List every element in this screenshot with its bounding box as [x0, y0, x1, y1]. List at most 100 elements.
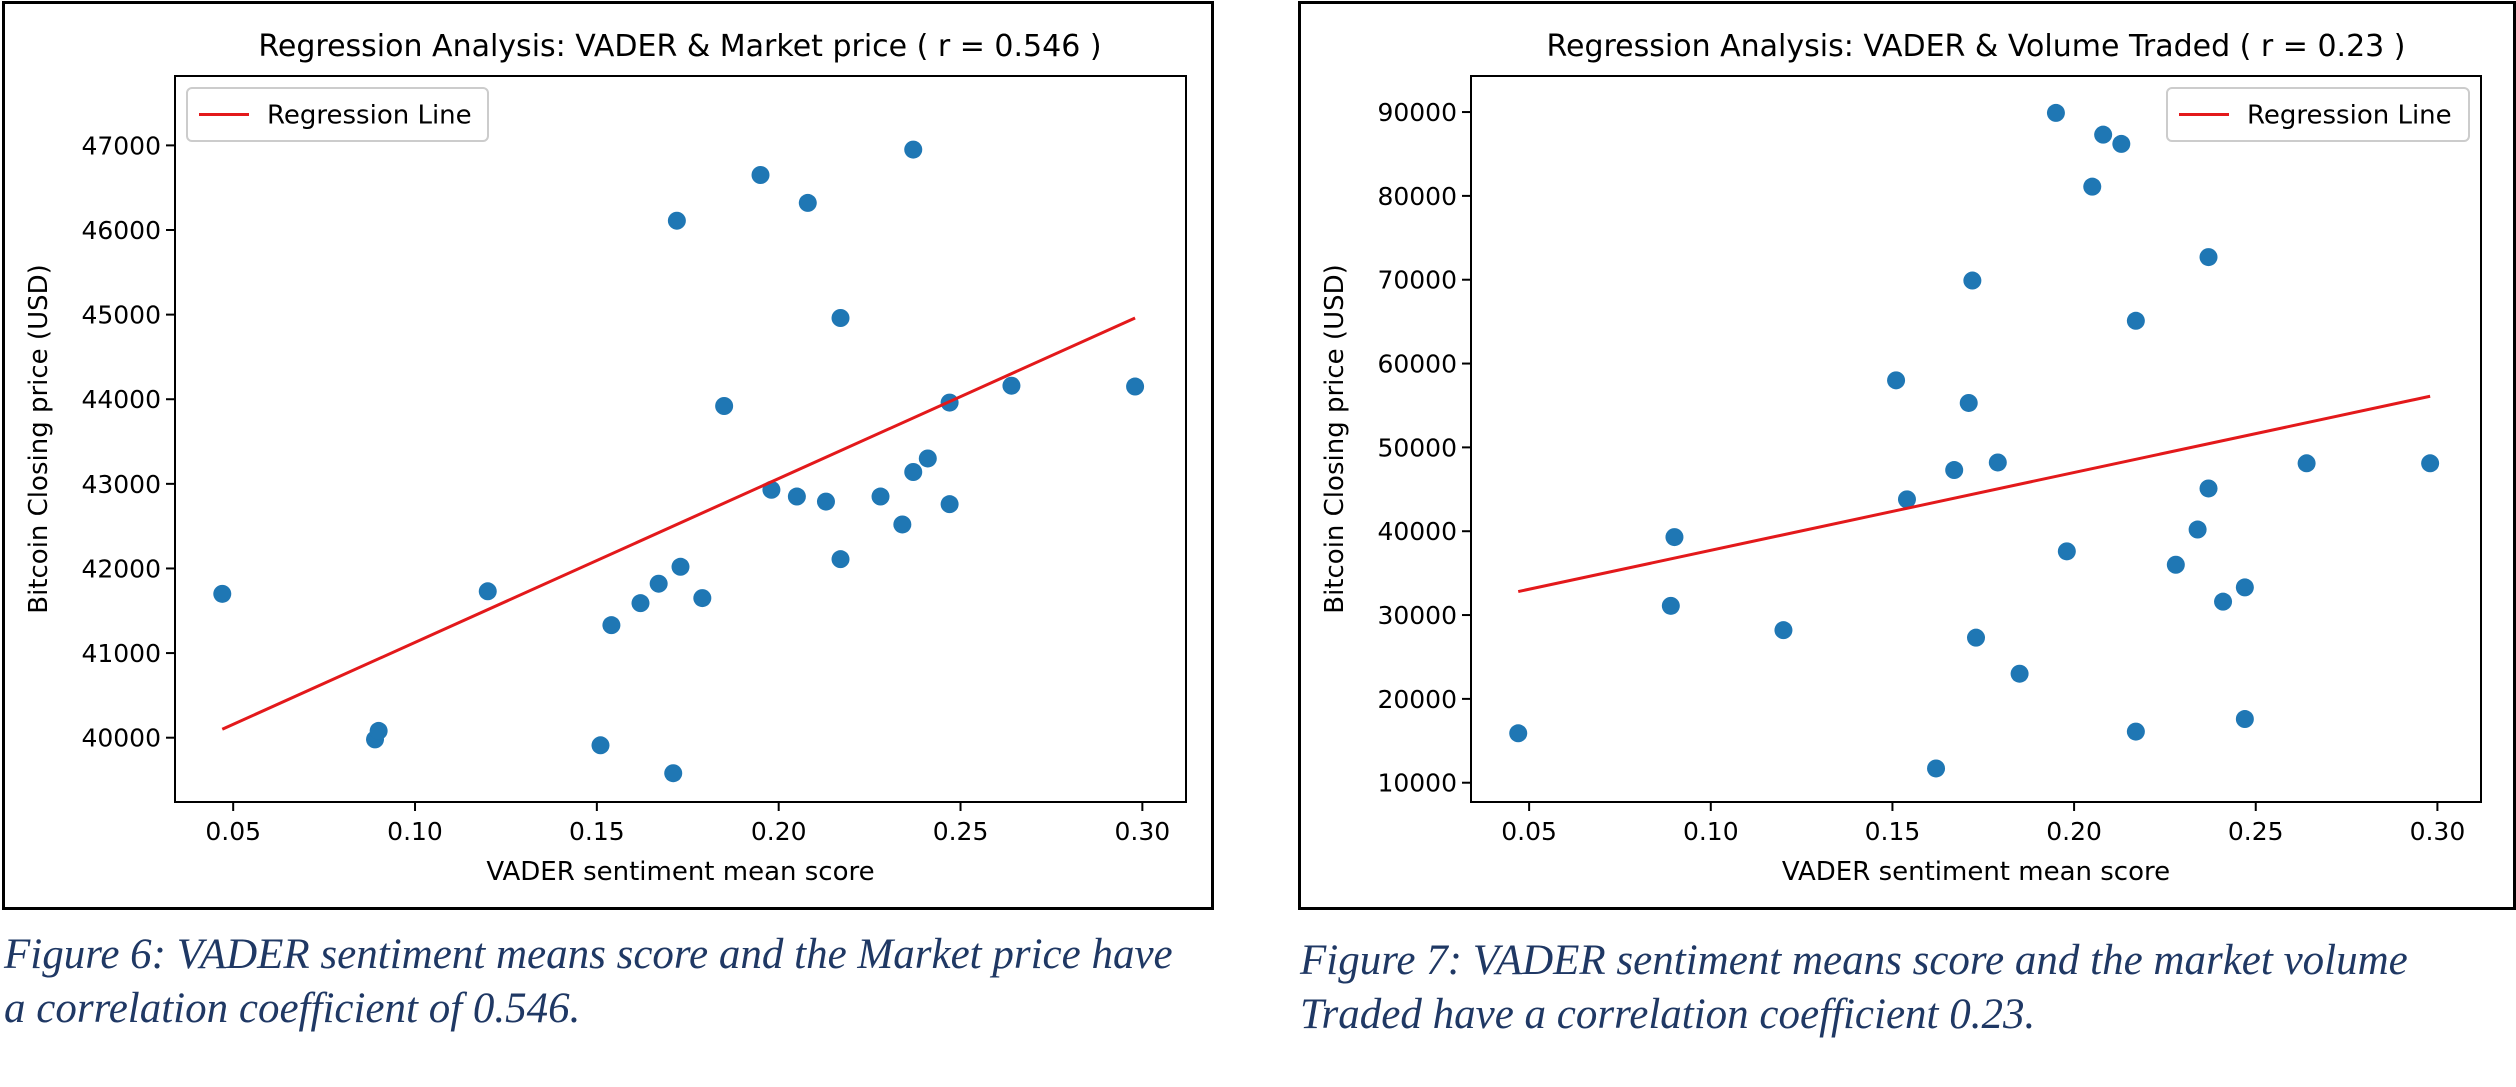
plot-area-frame	[1470, 75, 2482, 803]
scatter-point	[2235, 578, 2254, 597]
x-tick-label: 0.15	[1865, 817, 1921, 846]
y-tick-label: 30000	[1377, 601, 1457, 630]
chart-panel-volume-traded: Regression Analysis: VADER & Volume Trad…	[1298, 1, 2516, 910]
scatter-point	[1945, 461, 1964, 480]
scatter-point	[2199, 479, 2218, 498]
scatter-point	[2188, 520, 2207, 539]
scatter-point	[2214, 592, 2233, 611]
chart-title: Regression Analysis: VADER & Market pric…	[258, 29, 1101, 64]
x-tick-label: 0.20	[2046, 817, 2102, 846]
chart-title: Regression Analysis: VADER & Volume Trad…	[1546, 29, 2405, 64]
x-tick-label: 0.30	[1115, 817, 1171, 846]
scatter-point	[1509, 724, 1528, 743]
scatter-point	[667, 211, 686, 230]
scatter-point	[602, 616, 621, 635]
y-axis-label: Bitcoin Closing price (USD)	[24, 264, 54, 614]
scatter-point	[2421, 454, 2440, 473]
y-tick-label: 41000	[81, 639, 161, 668]
chart-volume-traded: Regression Analysis: VADER & Volume Trad…	[1320, 29, 2482, 887]
x-tick-label: 0.25	[2228, 817, 2284, 846]
scatter-point	[940, 495, 959, 514]
scatter-point	[1959, 393, 1978, 412]
y-tick-label: 60000	[1377, 350, 1457, 379]
legend-label: Regression Line	[2247, 101, 2452, 131]
x-tick-label: 0.20	[751, 817, 807, 846]
scatter-point	[1967, 628, 1985, 647]
y-tick-label: 42000	[81, 554, 161, 583]
scatter-point	[2083, 177, 2102, 196]
scatter-point	[2126, 311, 2145, 330]
scatter-point	[2057, 542, 2076, 561]
scatter-point	[1774, 621, 1793, 640]
scatter-point	[1963, 271, 1982, 290]
y-tick-label: 50000	[1377, 433, 1457, 462]
x-tick-label: 0.10	[1683, 817, 1739, 846]
scatter-point	[816, 492, 835, 511]
legend-box	[2166, 87, 2470, 142]
y-tick-label: 80000	[1377, 182, 1457, 211]
regression-line	[1517, 394, 2431, 594]
scatter-point	[591, 736, 610, 755]
scatter-point	[831, 550, 850, 569]
x-tick-label: 0.10	[387, 817, 443, 846]
y-tick-label: 45000	[81, 301, 161, 330]
scatter-point	[751, 166, 770, 184]
scatter-point	[2166, 555, 2185, 574]
x-tick-label: 0.05	[205, 817, 261, 846]
figure-6-caption: Figure 6: VADER sentiment means score an…	[4, 931, 1173, 1032]
y-tick-label: 90000	[1377, 98, 1457, 127]
scatter-point	[918, 449, 937, 468]
scatter-point	[2235, 710, 2254, 729]
scatter-point	[2112, 134, 2131, 153]
scatter-point	[1126, 377, 1145, 396]
y-tick-label: 20000	[1377, 685, 1457, 714]
scatter-point	[213, 584, 232, 603]
y-axis-label: Bitcoin Closing price (USD)	[1320, 264, 1350, 614]
scatter-point	[649, 574, 668, 593]
scatter-point	[831, 309, 850, 327]
scatter-point	[2126, 722, 2145, 741]
scatter-point	[1661, 596, 1680, 615]
scatter-point	[1002, 376, 1021, 395]
scatter-point	[871, 487, 890, 506]
scatter-point	[904, 463, 923, 481]
scatter-point	[369, 721, 388, 740]
y-tick-label: 10000	[1377, 769, 1457, 798]
scatter-point	[2010, 664, 2029, 683]
regression-line	[221, 316, 1136, 731]
plot-area-frame	[174, 75, 1187, 803]
scatter-point	[693, 589, 712, 608]
x-axis-label: VADER sentiment mean score	[486, 857, 874, 887]
scatter-point	[1897, 490, 1916, 509]
scatter-point	[2094, 125, 2113, 144]
x-tick-label: 0.30	[2410, 817, 2466, 846]
scatter-point	[904, 140, 923, 159]
scatter-point	[787, 487, 806, 506]
x-tick-label: 0.25	[933, 817, 989, 846]
legend-box	[186, 87, 489, 142]
y-tick-label: 46000	[81, 216, 161, 245]
chart-panel-market-price: Regression Analysis: VADER & Market pric…	[2, 1, 1214, 910]
scatter-point	[478, 582, 497, 601]
scatter-point	[2046, 103, 2065, 122]
y-tick-label: 40000	[81, 724, 161, 753]
scatter-point	[664, 764, 683, 783]
y-tick-label: 70000	[1377, 266, 1457, 295]
scatter-point	[631, 594, 650, 613]
legend-label: Regression Line	[267, 101, 472, 131]
scatter-point	[1887, 371, 1906, 390]
x-axis-label: VADER sentiment mean score	[1782, 857, 2170, 887]
scatter-point	[2297, 454, 2316, 473]
y-tick-label: 47000	[81, 131, 161, 160]
scatter-point	[1988, 453, 2007, 472]
y-tick-label: 43000	[81, 470, 161, 499]
scatter-point	[2199, 248, 2218, 267]
x-tick-label: 0.05	[1501, 817, 1557, 846]
y-tick-label: 44000	[81, 385, 161, 414]
y-tick-label: 40000	[1377, 517, 1457, 546]
scatter-point	[893, 515, 912, 534]
x-tick-label: 0.15	[569, 817, 625, 846]
scatter-point	[1927, 759, 1946, 778]
scatter-point	[798, 193, 817, 212]
figure-7-caption: Figure 7: VADER sentiment means score an…	[1300, 937, 2408, 1038]
